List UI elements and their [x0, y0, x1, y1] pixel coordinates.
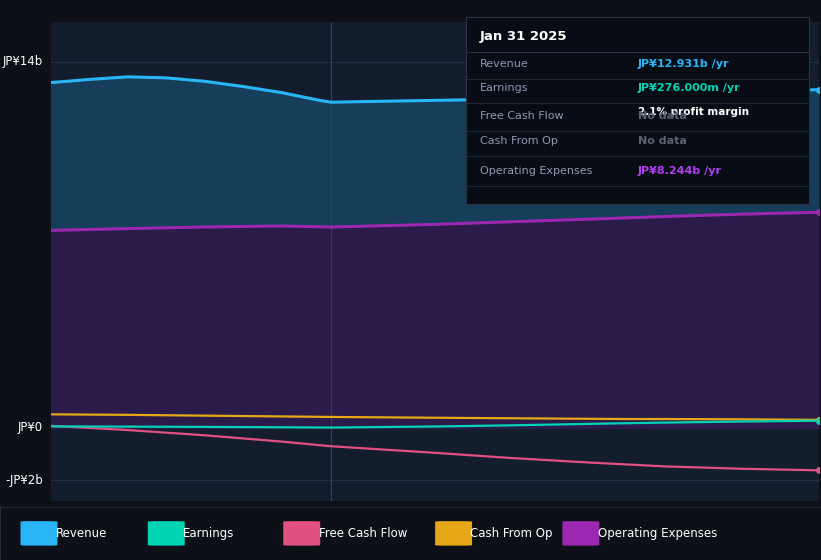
Text: 2.1% profit margin: 2.1% profit margin	[638, 108, 749, 118]
Text: Operating Expenses: Operating Expenses	[479, 166, 592, 176]
Text: Cash From Op: Cash From Op	[479, 136, 557, 146]
FancyBboxPatch shape	[435, 521, 472, 545]
Text: JP¥0: JP¥0	[18, 422, 44, 435]
Text: JP¥14b: JP¥14b	[3, 55, 44, 68]
FancyBboxPatch shape	[283, 521, 320, 545]
Text: Revenue: Revenue	[56, 527, 108, 540]
FancyBboxPatch shape	[148, 521, 185, 545]
Text: Earnings: Earnings	[183, 527, 235, 540]
Text: Earnings: Earnings	[479, 83, 528, 93]
Text: JP¥276.000m /yr: JP¥276.000m /yr	[638, 83, 741, 93]
Text: Revenue: Revenue	[479, 59, 529, 69]
Text: Free Cash Flow: Free Cash Flow	[319, 527, 407, 540]
Text: JP¥8.244b /yr: JP¥8.244b /yr	[638, 166, 722, 176]
Text: Free Cash Flow: Free Cash Flow	[479, 111, 563, 121]
Text: No data: No data	[638, 111, 686, 121]
Text: No data: No data	[638, 136, 686, 146]
Text: Jan 31 2025: Jan 31 2025	[479, 30, 567, 43]
FancyBboxPatch shape	[21, 521, 57, 545]
Text: Operating Expenses: Operating Expenses	[598, 527, 717, 540]
FancyBboxPatch shape	[562, 521, 599, 545]
Text: JP¥12.931b /yr: JP¥12.931b /yr	[638, 59, 729, 69]
Text: Cash From Op: Cash From Op	[470, 527, 553, 540]
Text: -JP¥2b: -JP¥2b	[6, 474, 44, 487]
